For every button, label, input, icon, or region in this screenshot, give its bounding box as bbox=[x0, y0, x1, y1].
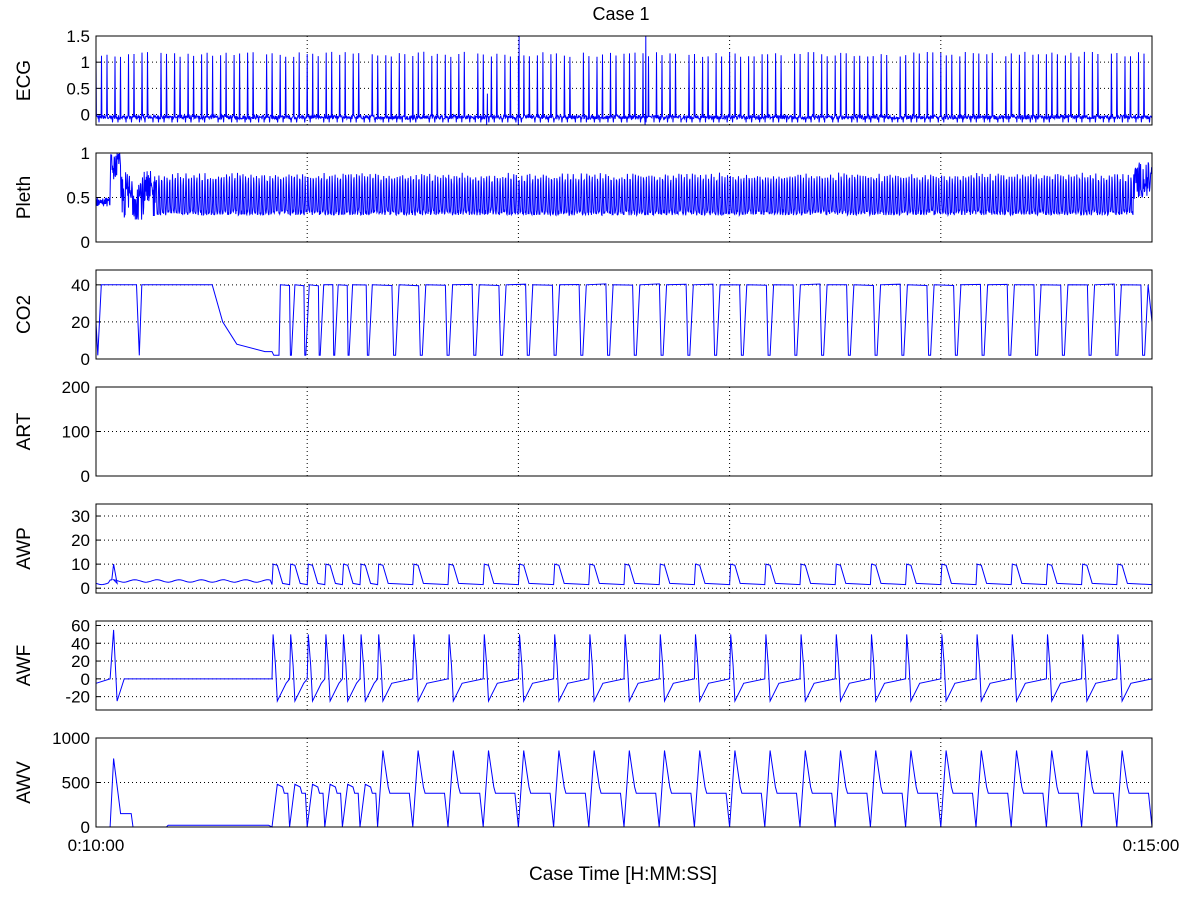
y-tick-label: 0 bbox=[81, 233, 90, 252]
y-axis-label-awv: AWV bbox=[14, 761, 35, 804]
y-tick-label: 10 bbox=[71, 555, 90, 574]
x-axis-label: Case Time [H:MM:SS] bbox=[529, 864, 717, 885]
axes-frame bbox=[95, 386, 1153, 477]
axes-frame bbox=[95, 620, 1153, 711]
x-tick-label-end: 0:15:00 bbox=[1123, 836, 1180, 855]
axes-frame bbox=[95, 503, 1153, 594]
y-tick-label: 500 bbox=[62, 774, 90, 793]
x-tick-label-start: 0:10:00 bbox=[68, 836, 125, 855]
y-axis-label-art: ART bbox=[14, 412, 35, 450]
panel-art: 0 100 200 ART bbox=[14, 378, 1153, 486]
y-tick-label: 100 bbox=[62, 423, 90, 442]
y-tick-label: 20 bbox=[71, 313, 90, 332]
y-tick-label: 20 bbox=[71, 531, 90, 550]
y-tick-label: 30 bbox=[71, 507, 90, 526]
y-tick-label: 20 bbox=[71, 652, 90, 671]
y-tick-label: 0 bbox=[81, 670, 90, 689]
panel-awp: 0 10 20 30 AWP bbox=[14, 503, 1153, 598]
axes-frame bbox=[95, 269, 1153, 360]
panel-awv: 0 500 1000 AWV bbox=[14, 729, 1153, 837]
series-line-co2 bbox=[95, 283, 1153, 356]
y-tick-label: -20 bbox=[65, 688, 90, 707]
y-axis-label-awp: AWP bbox=[14, 527, 35, 570]
y-tick-label: 0 bbox=[81, 467, 90, 486]
y-tick-label: 0 bbox=[81, 818, 90, 837]
y-tick-label: 40 bbox=[71, 634, 90, 653]
y-tick-label: 200 bbox=[62, 378, 90, 397]
panel-ecg: 0 0.5 1 1.5 ECG bbox=[14, 27, 1153, 126]
y-tick-label: 1 bbox=[81, 144, 90, 163]
axes-frame bbox=[95, 737, 1153, 828]
axes-frame bbox=[95, 152, 1153, 243]
y-axis-label-pleth: Pleth bbox=[14, 176, 35, 219]
axes-frame bbox=[95, 35, 1153, 126]
y-tick-label: 0.5 bbox=[66, 189, 90, 208]
y-axis-label-awf: AWF bbox=[14, 645, 35, 687]
y-axis-label-ecg: ECG bbox=[14, 60, 35, 101]
y-tick-label: 0 bbox=[81, 350, 90, 369]
y-tick-label: 1 bbox=[81, 53, 90, 72]
series-line-awp bbox=[95, 563, 1153, 586]
y-axis-label-co2: CO2 bbox=[14, 295, 35, 334]
y-tick-label: 0 bbox=[81, 579, 90, 598]
y-tick-label: 1.5 bbox=[66, 27, 90, 46]
y-tick-label: 1000 bbox=[52, 729, 90, 748]
y-tick-label: 40 bbox=[71, 276, 90, 295]
series-line-awv bbox=[96, 750, 1153, 828]
panel-pleth: 0 0.5 1 Pleth bbox=[14, 144, 1153, 252]
series-line-ecg bbox=[95, 35, 1153, 126]
series-line-awf bbox=[95, 629, 1153, 704]
panel-co2: 0 20 40 CO2 bbox=[14, 269, 1153, 369]
y-tick-label: 0 bbox=[81, 106, 90, 125]
y-tick-label: 60 bbox=[71, 616, 90, 635]
y-tick-label: 0.5 bbox=[66, 79, 90, 98]
series-line-pleth bbox=[95, 153, 1153, 220]
chart-title: Case 1 bbox=[592, 4, 649, 24]
panels: 00.511.5ECG00.51Pleth02040CO20100200ART0… bbox=[14, 27, 1153, 837]
